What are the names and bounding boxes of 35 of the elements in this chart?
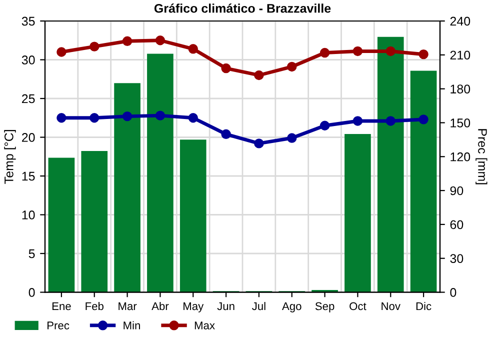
x-tick-label: Ene	[52, 302, 71, 310]
y-tick-label: 30	[22, 56, 35, 64]
y2-tick-label: 240	[450, 16, 470, 26]
legend-label: Min	[124, 321, 140, 330]
x-tick-label: Jul	[252, 302, 266, 310]
y-axis-title: Temp [°C]	[4, 130, 16, 184]
y-tick-label: 20	[22, 133, 35, 142]
x-tick-label: Feb	[86, 302, 104, 310]
x-tick-label: Sep	[315, 302, 334, 312]
x-tick-label: Nov	[382, 302, 400, 310]
x-tick-label: Oct	[350, 302, 366, 310]
y-tick-label: 10	[22, 210, 35, 220]
y2-tick-label: 30	[450, 254, 464, 263]
y2-tick-label: 120	[450, 152, 470, 162]
y2-tick-label: 150	[450, 118, 470, 128]
x-tick-label: Ago	[282, 302, 302, 312]
x-tick-label: May	[184, 302, 204, 312]
legend-label: Max	[194, 322, 215, 330]
y-tick-label: 0	[28, 288, 35, 297]
y2-tick-label: 60	[450, 220, 464, 230]
y2-axis-title: Prec [mm]	[476, 129, 488, 184]
y-tick-label: 5	[28, 249, 35, 258]
legend-label: Prec	[48, 322, 70, 330]
y2-tick-label: 210	[450, 50, 470, 60]
y-tick-label: 35	[22, 16, 35, 26]
y-tick-label: 25	[22, 94, 35, 104]
y2-tick-label: 90	[450, 186, 464, 196]
x-tick-label: Jun	[217, 302, 234, 310]
y2-tick-label: 180	[450, 84, 470, 94]
y2-tick-label: 0	[450, 288, 456, 297]
x-tick-label: Dic	[416, 302, 432, 310]
y-tick-label: 15	[22, 172, 35, 181]
chart-title: Gráfico climático - Brazzaville	[154, 4, 331, 13]
x-tick-label: Mar	[118, 302, 137, 310]
x-tick-label: Abr	[152, 302, 169, 310]
